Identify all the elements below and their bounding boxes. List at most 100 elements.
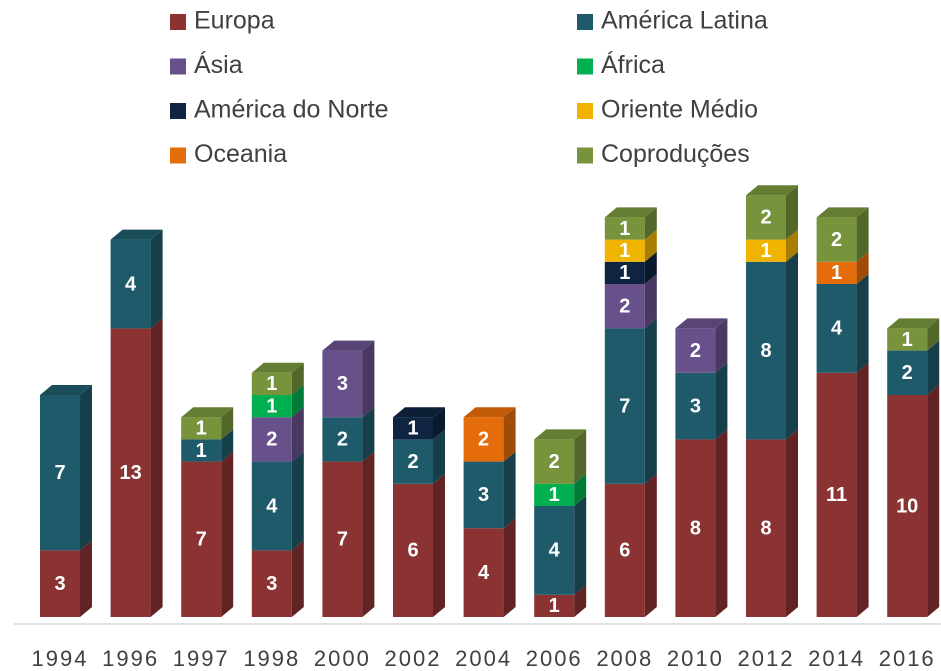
bar-side xyxy=(715,318,728,373)
bar-segment xyxy=(604,207,657,240)
bar-front xyxy=(251,417,292,462)
bar-side xyxy=(221,429,234,462)
x-tick-label: 1996 xyxy=(102,646,159,671)
data-label: 4 xyxy=(478,562,490,584)
bar-top xyxy=(393,407,445,418)
data-label: 6 xyxy=(407,540,418,562)
legend-label: Oriente Médio xyxy=(601,96,758,124)
bar-segment xyxy=(675,362,728,440)
bar-side xyxy=(786,251,798,440)
bar-front xyxy=(110,328,151,617)
bar-side xyxy=(503,518,516,617)
bar-front xyxy=(887,328,928,351)
bar-front xyxy=(675,328,716,373)
bar-front xyxy=(887,350,928,395)
bar-side xyxy=(291,451,304,551)
bar-segment xyxy=(604,229,657,262)
legend-label: América do Norte xyxy=(194,96,389,124)
bar-segment xyxy=(534,429,587,484)
bar-segment xyxy=(181,407,234,440)
x-tick-label: 2004 xyxy=(455,646,512,671)
bar-front xyxy=(393,417,433,440)
bar-front xyxy=(181,461,222,617)
bar-top xyxy=(110,229,163,240)
bar-front xyxy=(251,395,292,418)
data-label: 4 xyxy=(266,495,278,517)
bar-segment xyxy=(251,407,304,462)
data-label: 2 xyxy=(760,207,771,229)
bar-segment xyxy=(604,318,657,484)
bar-side xyxy=(644,251,657,284)
bar-segment xyxy=(746,251,798,440)
bar-side xyxy=(786,229,798,262)
bar-segment xyxy=(463,451,516,529)
legend-swatch xyxy=(170,58,186,75)
bar-front xyxy=(251,550,292,617)
bar-top xyxy=(181,407,234,418)
data-label: 1 xyxy=(196,440,207,462)
bar-side xyxy=(362,340,375,418)
x-tick-label: 2014 xyxy=(808,646,865,671)
bar-segment xyxy=(887,340,940,395)
bar-side xyxy=(80,385,92,551)
bar-side xyxy=(291,362,304,395)
bar-front xyxy=(746,439,786,617)
bar-side xyxy=(80,540,92,617)
bar-front xyxy=(534,594,575,617)
bar-front xyxy=(534,439,575,484)
x-tick-label: 2000 xyxy=(314,646,371,671)
bar-front xyxy=(181,417,222,440)
bar-side xyxy=(362,407,375,462)
bar-front xyxy=(251,372,292,395)
data-label: 3 xyxy=(266,573,277,595)
x-tick-label: 1998 xyxy=(243,646,300,671)
data-label: 7 xyxy=(196,529,207,551)
bar-front xyxy=(534,506,575,595)
bar-side xyxy=(644,318,657,484)
bar-segment xyxy=(746,229,798,262)
bar-front xyxy=(251,461,292,551)
x-tick-label: 2002 xyxy=(385,646,442,671)
bar-segment xyxy=(322,340,375,418)
bar-front xyxy=(675,439,716,617)
bar-side xyxy=(856,207,869,262)
data-label: 2 xyxy=(407,451,418,473)
data-label: 7 xyxy=(54,462,65,484)
x-tick-label: 2010 xyxy=(667,646,724,671)
bar-side xyxy=(856,362,869,617)
bar-segment xyxy=(534,584,587,617)
data-label: 2 xyxy=(902,362,913,384)
data-label: 1 xyxy=(831,262,842,284)
bar-side xyxy=(927,318,940,351)
bar-front xyxy=(604,328,645,484)
bar-side xyxy=(644,473,657,617)
x-tick-label: 1994 xyxy=(32,646,89,671)
bar-side xyxy=(291,385,304,418)
bar-side xyxy=(644,274,657,329)
bar-segment xyxy=(604,251,657,284)
bar-front xyxy=(604,284,645,329)
bar-front xyxy=(887,395,928,617)
data-label: 3 xyxy=(337,373,348,395)
bar-segment xyxy=(322,451,375,617)
bar-side xyxy=(715,429,728,617)
bar-front xyxy=(604,261,645,284)
legend-label: África xyxy=(601,50,665,79)
x-tick-label: 1997 xyxy=(173,646,230,671)
bar-side xyxy=(856,274,869,373)
data-label: 13 xyxy=(119,462,141,484)
bar-segment xyxy=(534,496,587,595)
bar-front xyxy=(604,239,645,262)
bar-front xyxy=(40,550,80,617)
bar-segment xyxy=(251,540,304,617)
bar-side xyxy=(221,407,234,440)
bar-front xyxy=(746,261,786,440)
data-label: 7 xyxy=(337,529,348,551)
bar-segment xyxy=(604,473,657,617)
bar-segment xyxy=(251,385,304,418)
data-label: 1 xyxy=(266,395,277,417)
bar-side xyxy=(927,385,940,617)
bar-top xyxy=(675,318,728,329)
legend-label: Ásia xyxy=(194,50,243,79)
